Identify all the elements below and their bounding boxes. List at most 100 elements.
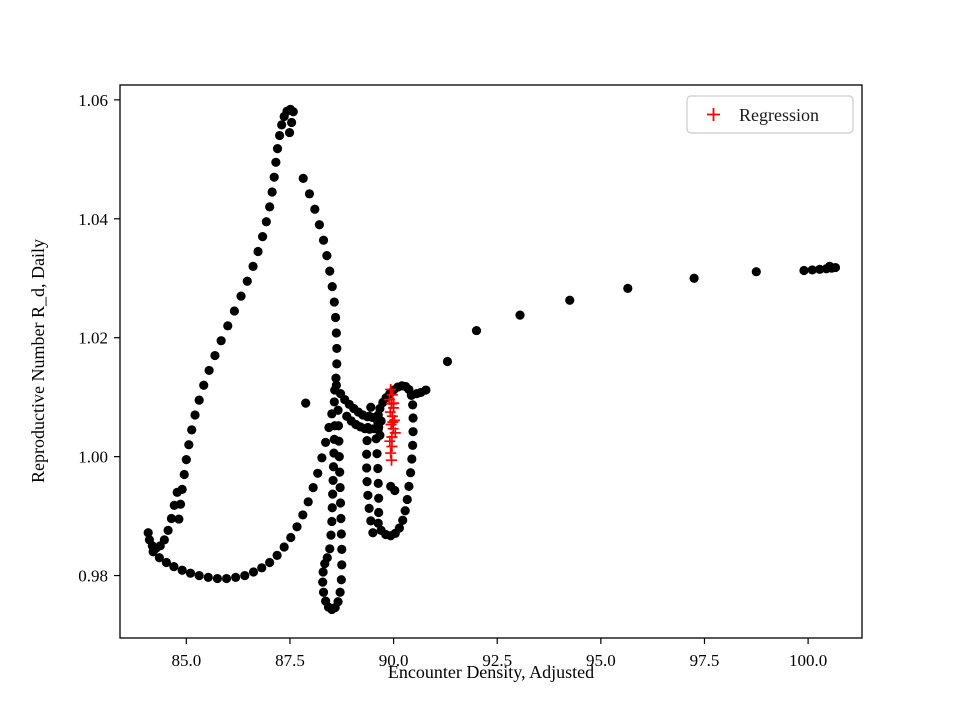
data-point-trajectory xyxy=(368,528,378,538)
data-point-trajectory xyxy=(313,468,323,478)
data-point-trajectory xyxy=(751,267,761,277)
data-point-trajectory xyxy=(825,261,835,271)
data-point-trajectory xyxy=(322,251,332,261)
data-point-trajectory xyxy=(421,385,431,395)
data-point-trajectory xyxy=(336,529,346,539)
data-point-trajectory xyxy=(394,523,404,533)
data-point-trajectory xyxy=(248,261,258,271)
data-point-trajectory xyxy=(329,297,339,307)
legend-label: Regression xyxy=(739,105,819,125)
data-point-trajectory xyxy=(204,365,214,376)
data-point-trajectory xyxy=(144,535,155,545)
data-point-trajectory xyxy=(210,350,220,361)
data-point-trajectory xyxy=(303,497,313,507)
data-point-trajectory xyxy=(203,572,213,582)
data-point-trajectory xyxy=(298,510,308,520)
data-points xyxy=(143,104,841,615)
data-point-trajectory xyxy=(184,440,194,450)
data-point-trajectory xyxy=(148,547,158,557)
data-point-trajectory xyxy=(177,565,187,575)
data-point-trajectory xyxy=(253,246,263,257)
data-point-trajectory xyxy=(177,484,187,494)
data-point-trajectory xyxy=(408,400,418,410)
data-point-trajectory xyxy=(363,490,373,500)
data-point-trajectory xyxy=(328,462,339,472)
data-point-trajectory xyxy=(304,189,315,199)
axis-ticks: 85.0 87.5 90.0 92.5 95.0 97.5 100.0 0.98 1.00 1.0… xyxy=(78,91,827,670)
data-point-trajectory xyxy=(362,449,372,459)
data-point-trajectory xyxy=(194,395,204,405)
data-point-trajectory xyxy=(327,516,337,527)
data-point-trajectory xyxy=(366,402,376,412)
data-point-trajectory xyxy=(336,575,346,585)
data-point-trajectory xyxy=(161,557,172,568)
y-tick-label: 0.98 xyxy=(78,567,108,586)
data-point-trajectory xyxy=(336,513,346,524)
axes-frame xyxy=(119,84,863,639)
data-point-trajectory xyxy=(265,202,275,212)
data-point-trajectory xyxy=(362,463,372,473)
data-point-trajectory xyxy=(407,454,417,464)
legend-plus-icon xyxy=(707,108,720,121)
data-point-trajectory xyxy=(169,562,179,572)
data-point-trajectory xyxy=(689,273,699,283)
data-point-trajectory xyxy=(373,463,383,474)
data-point-trajectory xyxy=(179,469,189,480)
data-point-trajectory xyxy=(292,522,302,532)
data-point-trajectory xyxy=(565,295,575,305)
data-point-trajectory xyxy=(298,173,308,183)
data-point-Regression xyxy=(385,383,397,395)
data-point-trajectory xyxy=(337,560,347,570)
data-point-trajectory xyxy=(190,410,200,420)
data-point-trajectory xyxy=(318,587,329,597)
data-point-trajectory xyxy=(221,573,232,584)
data-point-trajectory xyxy=(229,306,240,316)
data-point-trajectory xyxy=(362,477,372,487)
data-point-trajectory xyxy=(257,232,268,242)
data-point-trajectory xyxy=(163,525,173,535)
data-point-trajectory xyxy=(272,550,282,560)
data-point-trajectory xyxy=(284,127,295,138)
data-point-trajectory xyxy=(329,397,339,407)
data-point-trajectory xyxy=(405,468,416,478)
data-point-Regression xyxy=(384,435,396,447)
data-point-trajectory xyxy=(261,217,271,227)
data-point-trajectory xyxy=(807,265,817,275)
data-point-trajectory xyxy=(317,453,327,463)
data-point-trajectory xyxy=(331,373,341,383)
data-point-trajectory xyxy=(181,455,191,465)
data-point-trajectory xyxy=(325,266,335,276)
data-point-trajectory xyxy=(337,544,347,555)
data-point-trajectory xyxy=(330,421,340,431)
data-point-trajectory xyxy=(329,434,339,444)
data-point-trajectory xyxy=(329,448,339,458)
data-point-trajectory xyxy=(373,518,383,528)
data-point-trajectory xyxy=(402,494,412,505)
data-point-trajectory xyxy=(308,482,318,493)
data-point-trajectory xyxy=(335,467,345,477)
data-point-Regression xyxy=(386,441,398,453)
data-point-trajectory xyxy=(310,204,320,214)
data-point-Regression xyxy=(387,416,399,428)
y-axis-label: Reproductive Number R_d, Daily xyxy=(28,239,48,483)
data-point-trajectory xyxy=(332,343,342,354)
data-point-Regression xyxy=(386,454,398,466)
y-tick-label: 1.04 xyxy=(78,210,108,229)
data-point-trajectory xyxy=(257,563,267,573)
data-point-trajectory xyxy=(265,557,275,568)
data-point-trajectory xyxy=(372,449,382,459)
x-tick-label: 95.0 xyxy=(586,651,616,670)
data-point-trajectory xyxy=(175,499,186,509)
data-point-Regression xyxy=(388,397,400,409)
data-point-trajectory xyxy=(272,144,283,154)
data-point-trajectory xyxy=(269,172,279,182)
data-point-trajectory xyxy=(174,514,184,524)
data-point-trajectory xyxy=(287,117,297,128)
data-point-trajectory xyxy=(375,430,385,440)
data-point-trajectory xyxy=(318,577,328,587)
data-point-trajectory xyxy=(799,265,809,276)
data-point-trajectory xyxy=(328,489,338,499)
data-point-trajectory xyxy=(242,276,252,286)
data-point-trajectory xyxy=(212,573,223,584)
